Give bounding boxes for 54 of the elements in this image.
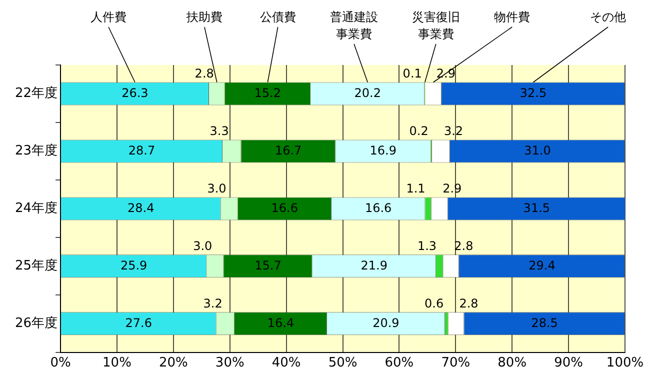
data-label: 15.7 [254,258,282,272]
data-label: 3.2 [203,296,222,310]
x-tick-label: 40% [272,356,301,371]
y-tick-label: 23年度 [14,142,58,159]
x-tick-label: 50% [328,356,358,371]
data-label: 32.5 [520,86,547,100]
data-label: 0.2 [409,124,428,138]
y-tick-label: 26年度 [14,315,58,332]
data-label: 16.6 [364,200,392,215]
text: 扶助費 [185,10,222,24]
text: 災害復旧事業費 [412,10,460,42]
data-label: 3.3 [210,124,229,138]
data-label: 29.4 [528,258,556,272]
data-label: 16.4 [267,316,294,330]
data-label: 28.7 [128,143,156,158]
data-label: 16.7 [274,143,302,158]
y-tick-label: 24年度 [14,200,58,216]
y-tick-label: 25年度 [14,258,58,274]
x-tick-label: 90% [554,356,584,371]
data-label: 16.6 [271,200,298,215]
data-label: 21.9 [360,258,388,272]
data-label: 31.5 [523,200,550,215]
data-label: 25.9 [120,258,148,272]
data-label: 26.3 [122,86,148,100]
data-label: 20.9 [372,316,400,330]
data-label: 28.5 [531,316,558,330]
text: その他 [590,10,626,24]
data-label: 0.1 [402,66,422,80]
x-tick-label: 0% [50,356,71,371]
x-tick-label: 10% [102,356,132,371]
data-label: 1.1 [406,181,426,196]
x-tick-label: 100% [606,356,644,371]
data-label: 0.6 [424,296,444,310]
y-tick-label: 22年度 [14,85,58,102]
x-tick-label: 20% [158,356,188,371]
x-tick-label: 30% [215,356,244,371]
text: 普通建設事業費 [330,10,378,42]
data-label: 31.0 [524,143,551,158]
text: 物件費 [494,10,530,24]
text: 公債費 [260,10,296,24]
data-label: 3.0 [207,181,226,196]
data-label: 2.8 [459,296,478,310]
data-label: 16.9 [370,143,396,158]
data-label: 27.6 [125,316,152,330]
data-label: 3.0 [193,238,212,253]
x-tick-label: 60% [384,356,414,371]
data-label: 2.8 [194,66,214,80]
x-tick-label: 80% [498,356,527,371]
data-label: 1.3 [417,238,437,253]
data-label: 20.2 [354,86,381,100]
data-label: 28.4 [128,200,154,215]
text: 人件費 [90,10,127,24]
data-label: 15.2 [254,86,282,100]
x-tick-label: 70% [441,356,470,371]
